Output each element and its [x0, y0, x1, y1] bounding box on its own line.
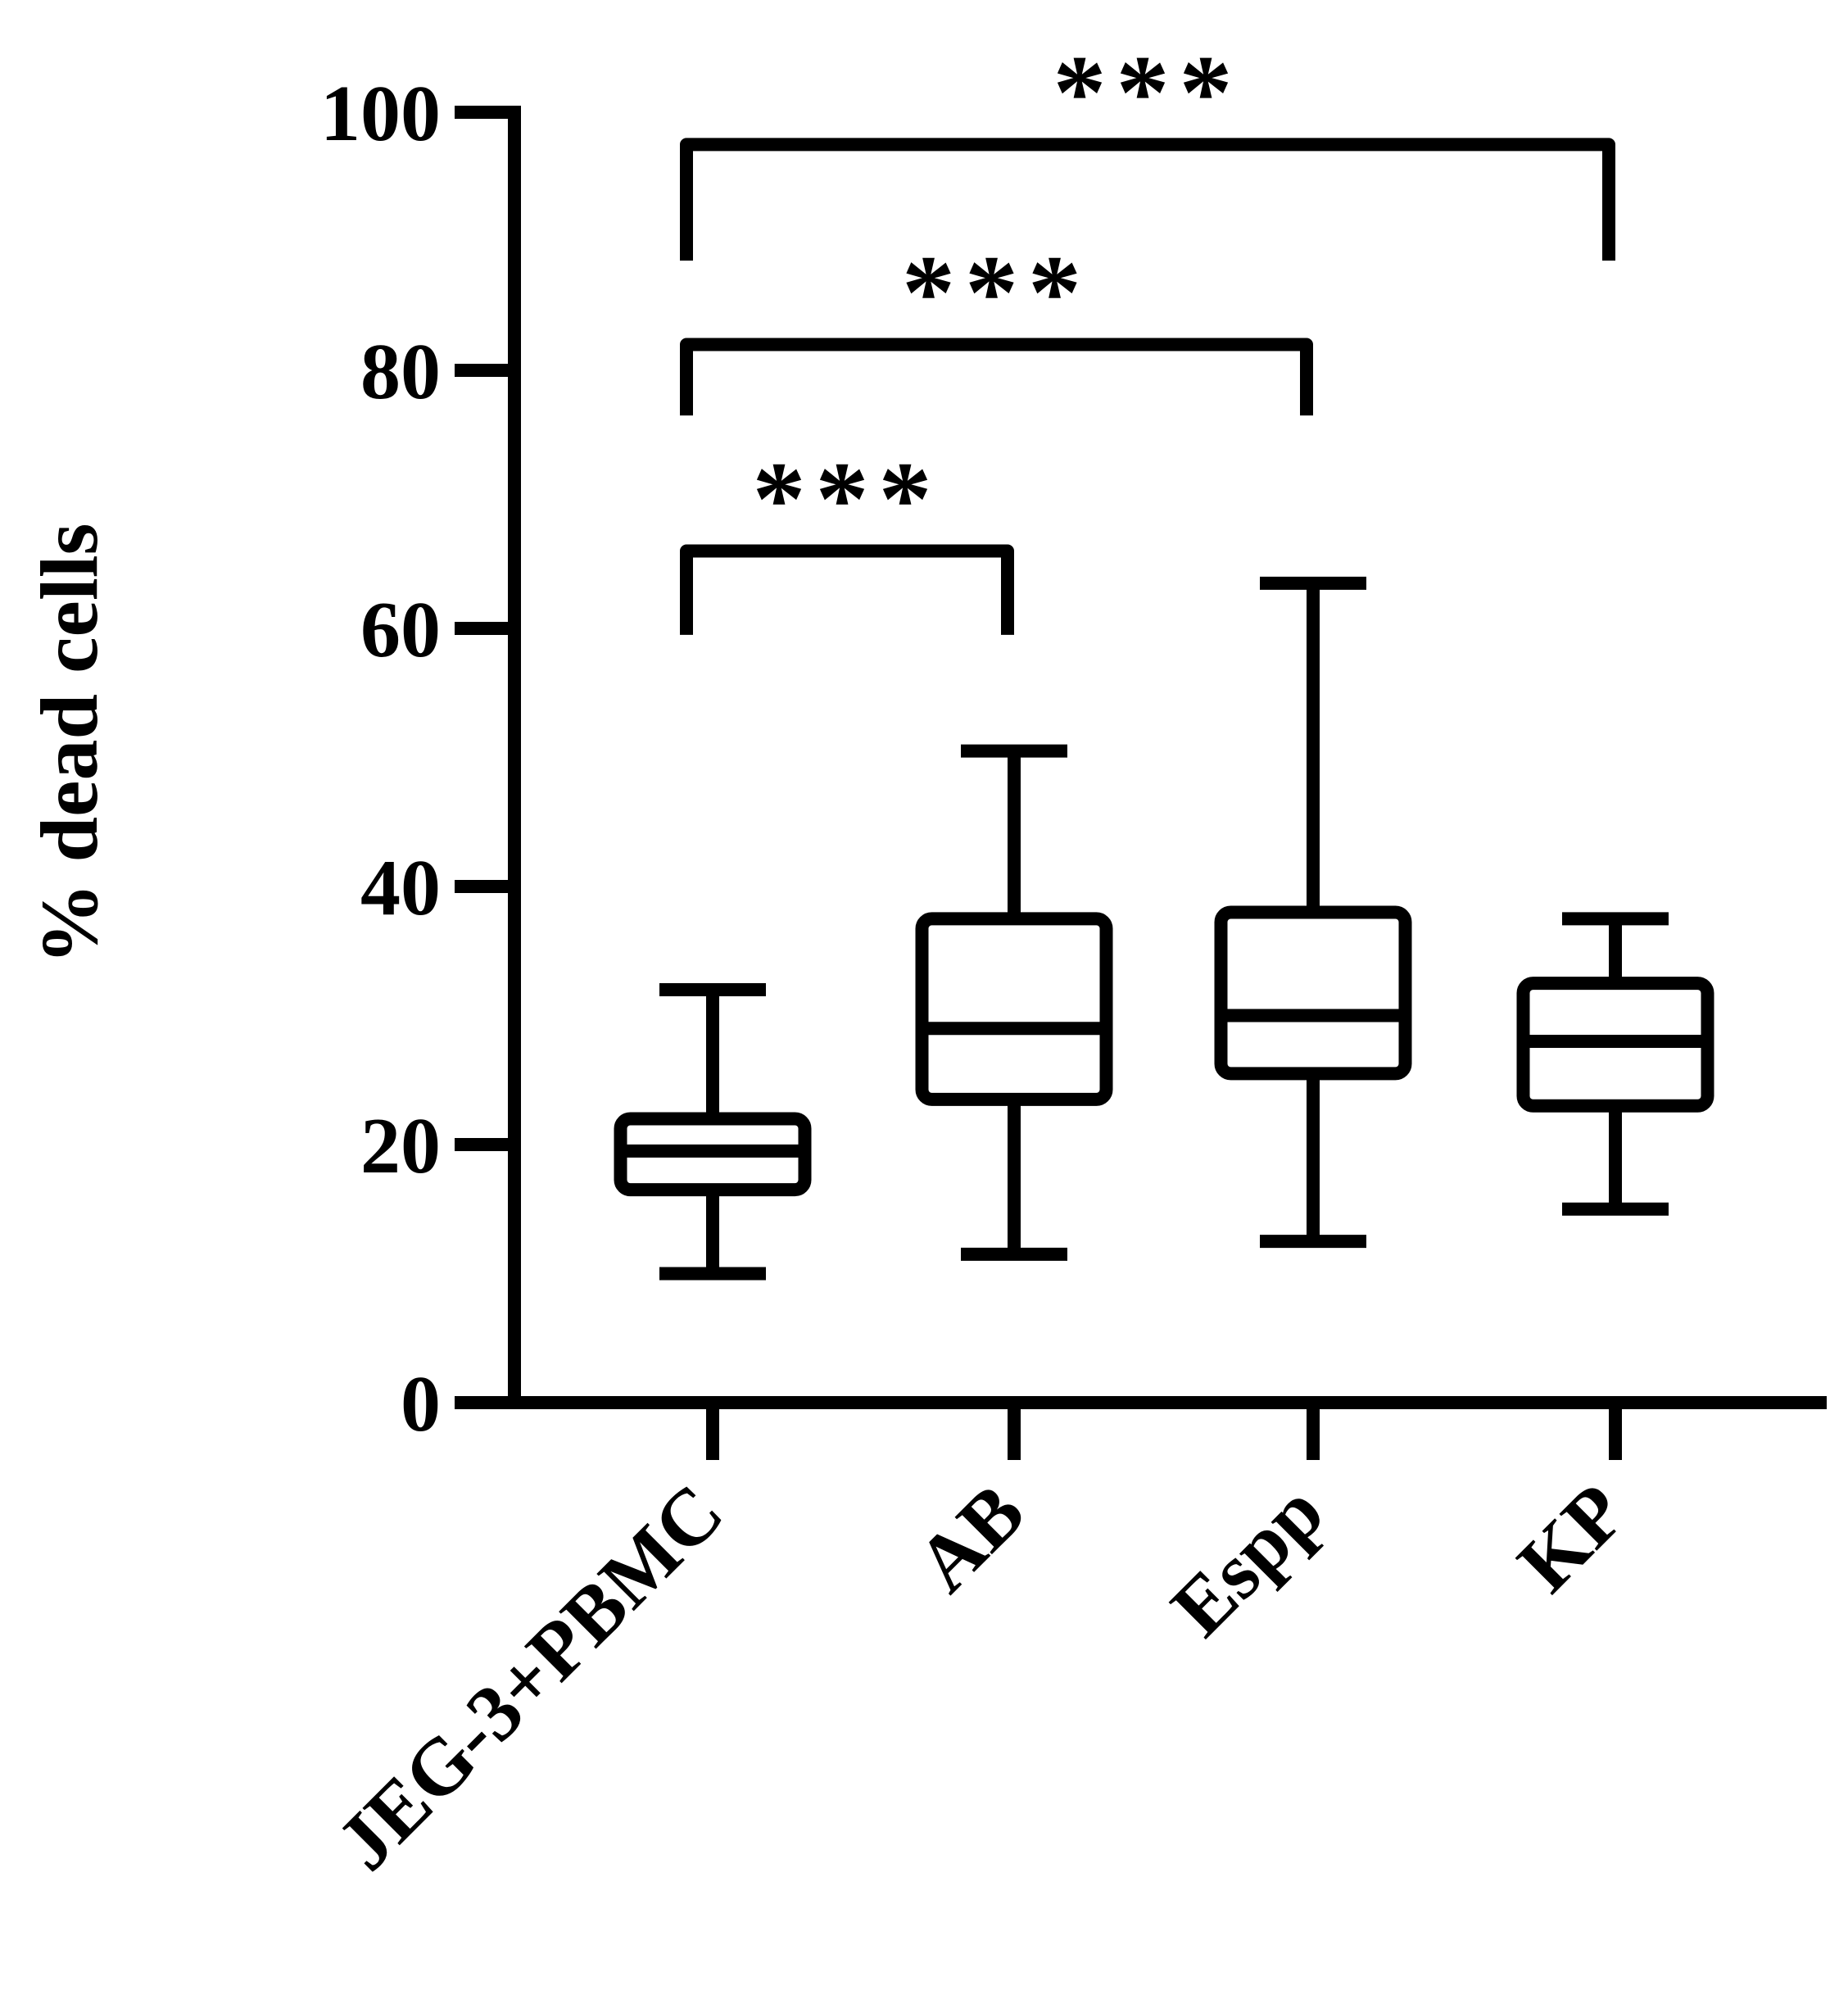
- significance-bracket: ***: [680, 441, 1014, 635]
- significance-brackets: *** *** ***: [680, 34, 1615, 635]
- significance-label: ***: [753, 441, 942, 559]
- y-tick-label: 100: [320, 70, 441, 158]
- y-tick-label: 0: [401, 1360, 441, 1449]
- box-iqr: [1214, 905, 1412, 1081]
- y-tick-label: 40: [360, 844, 441, 932]
- y-tick-label: 80: [360, 328, 441, 416]
- x-category-label: JEG-3+PBMC: [320, 1467, 740, 1887]
- y-axis-title: % dead cells: [24, 524, 115, 965]
- box-kp: [1516, 912, 1714, 1216]
- significance-bracket: ***: [680, 34, 1615, 261]
- box-ab: [915, 744, 1113, 1261]
- bracket-line: [680, 138, 1615, 261]
- x-category-label: AB: [900, 1467, 1042, 1609]
- significance-label: ***: [1053, 34, 1243, 152]
- significance-bracket: ***: [680, 234, 1313, 416]
- y-tick-label: 20: [360, 1102, 441, 1190]
- x-category-label: KP: [1502, 1467, 1643, 1609]
- bracket-line: [680, 544, 1014, 635]
- significance-label: ***: [902, 234, 1091, 352]
- box-series: [614, 576, 1714, 1281]
- bracket-line: [680, 338, 1313, 416]
- x-category-label: Espp: [1155, 1467, 1341, 1653]
- box-iqr: [915, 912, 1113, 1106]
- y-tick-label: 60: [360, 586, 441, 674]
- box-jeg-3-pbmc: [614, 983, 812, 1281]
- box-espp: [1214, 576, 1412, 1249]
